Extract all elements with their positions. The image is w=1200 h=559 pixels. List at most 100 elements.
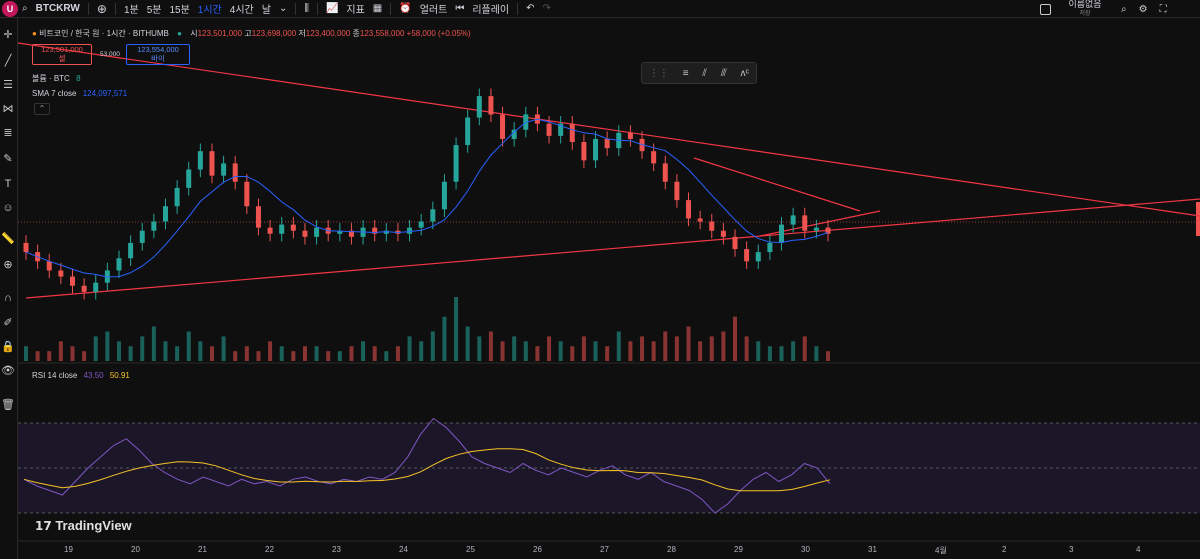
emoji-icon[interactable]: ☺: [2, 202, 14, 214]
lock-drawing-icon[interactable]: ✐: [3, 317, 13, 329]
alert-button[interactable]: 얼러트: [419, 5, 448, 16]
compare-symbol-icon[interactable]: ⊕: [96, 1, 107, 16]
divider: [295, 2, 297, 15]
ruler-icon[interactable]: 📏: [1, 233, 15, 245]
volume-bar: [93, 336, 98, 361]
layout-name[interactable]: 이름없음 저장: [1068, 0, 1102, 17]
time-axis-label: 20: [131, 545, 140, 554]
drag-handle-icon[interactable]: ⋮⋮: [648, 67, 669, 79]
ohlc-high-label: 고: [244, 29, 252, 38]
crosshair-icon[interactable]: ✛: [3, 29, 13, 41]
indicators-button[interactable]: 지표: [346, 5, 365, 16]
ohlc-low: 123,400,000: [305, 29, 351, 38]
candle-body: [651, 151, 657, 164]
volume-bar: [70, 346, 75, 361]
rsi-line: [23, 417, 831, 514]
time-axis-label: 30: [801, 545, 810, 554]
rsi-legend[interactable]: RSI 14 close 43.50 50.91: [32, 371, 130, 380]
candle-body: [93, 282, 99, 292]
settings-gear-icon[interactable]: ⚙: [1138, 3, 1148, 15]
interval-5m[interactable]: 5분: [146, 5, 162, 16]
time-axis-label: 21: [198, 545, 207, 554]
interval-day[interactable]: 날: [261, 5, 271, 16]
candle-body: [244, 181, 250, 207]
buy-button[interactable]: 123,554,000 바이: [126, 44, 190, 65]
symbol-search-button[interactable]: BTCKRW: [35, 3, 80, 14]
pattern-icon[interactable]: ᴧᶜ: [740, 67, 750, 79]
layout-select-icon[interactable]: [1040, 3, 1051, 15]
candle-body: [686, 200, 692, 219]
chart-grid: [18, 202, 1200, 542]
candle-body: [128, 242, 134, 259]
parallel-channel-icon[interactable]: ≡: [682, 67, 689, 79]
volume-bar: [256, 351, 261, 361]
volume-bar: [802, 336, 807, 361]
ohlc-open-label: 시: [190, 29, 198, 38]
volume-bar: [454, 297, 459, 361]
volume-bar: [430, 331, 435, 361]
candle-style-icon[interactable]: ⫼: [304, 3, 309, 14]
trend-line: [25, 198, 1200, 299]
candle-body: [453, 145, 459, 182]
collapse-legend-icon[interactable]: ⌃: [34, 103, 50, 115]
interval-15m[interactable]: 15분: [169, 5, 190, 16]
candle-body: [825, 227, 831, 234]
candle-body: [337, 230, 343, 234]
candle-body: [802, 215, 808, 231]
interval-1m[interactable]: 1분: [123, 5, 139, 16]
rsi-pane: [18, 417, 1200, 514]
ohlc-open: 123,501,000: [197, 29, 243, 38]
candle-body: [302, 230, 308, 237]
volume-bar: [186, 331, 191, 361]
candle-body: [162, 206, 168, 222]
candle-body: [511, 129, 517, 139]
sma-polyline: [25, 118, 829, 278]
horizontal-lines-icon[interactable]: ☰: [3, 79, 13, 91]
fullscreen-icon[interactable]: ⛶: [1159, 3, 1167, 15]
chevron-down-icon[interactable]: ⌄: [278, 3, 288, 14]
zoom-in-icon[interactable]: ⊕: [3, 259, 13, 271]
visibility-eye-icon[interactable]: 👁: [1, 365, 15, 377]
replay-button[interactable]: 리플레이: [472, 5, 510, 16]
candle-body: [255, 206, 261, 228]
volume-bar: [698, 341, 703, 361]
volume-bar: [58, 341, 63, 361]
volume-bar: [221, 336, 226, 361]
regression-icon[interactable]: ⫽: [702, 67, 707, 79]
tradingview-logo: 𝟭𝟳 TradingView: [35, 518, 132, 533]
brush-icon[interactable]: ✎: [3, 153, 13, 165]
candle-body: [407, 227, 413, 234]
trash-icon[interactable]: 🗑: [1, 399, 15, 411]
sell-button[interactable]: 123,501,000 셀: [32, 44, 92, 65]
text-tool-icon[interactable]: T: [4, 178, 12, 190]
interval-4h[interactable]: 4시간: [229, 5, 254, 16]
magnet-icon[interactable]: ∩: [4, 292, 12, 304]
time-axis-label: 4: [1136, 545, 1141, 554]
flat-top-icon[interactable]: ⫻: [720, 67, 727, 79]
symbol-legend[interactable]: ● 비트코인 / 한국 원 · 1시간 · BITHUMB ● 시123,501…: [32, 28, 471, 39]
undo-icon[interactable]: ↶: [526, 3, 535, 14]
interval-1h[interactable]: 1시간: [197, 5, 222, 16]
quick-search-icon[interactable]: ⌕: [1121, 3, 1127, 15]
indicators-icon: 📈: [325, 3, 339, 14]
ohlc-close: 123,558,000: [359, 29, 405, 38]
candle-body: [488, 96, 494, 115]
lock-icon[interactable]: 🔒: [1, 341, 15, 353]
candle-body: [744, 249, 750, 262]
user-avatar[interactable]: U: [2, 0, 18, 17]
trend-line-icon[interactable]: ╱: [4, 55, 12, 67]
volume-bar: [733, 316, 738, 361]
volume-bar: [814, 346, 819, 361]
pitchfork-icon[interactable]: ⋈: [2, 103, 14, 115]
volume-bar: [47, 351, 52, 361]
trend-line: [759, 210, 881, 237]
volume-bar: [709, 336, 714, 361]
templates-icon[interactable]: ▦: [372, 3, 383, 14]
fib-icon[interactable]: ≣: [3, 127, 13, 139]
redo-icon[interactable]: ↷: [542, 3, 551, 14]
bitcoin-icon: ●: [32, 29, 37, 38]
price-chart[interactable]: [18, 18, 1200, 559]
volume-bar: [523, 341, 528, 361]
sma-legend[interactable]: SMA 7 close 124,097,571: [32, 89, 128, 98]
volume-legend[interactable]: 볼륨 · BTC 8: [32, 74, 81, 83]
